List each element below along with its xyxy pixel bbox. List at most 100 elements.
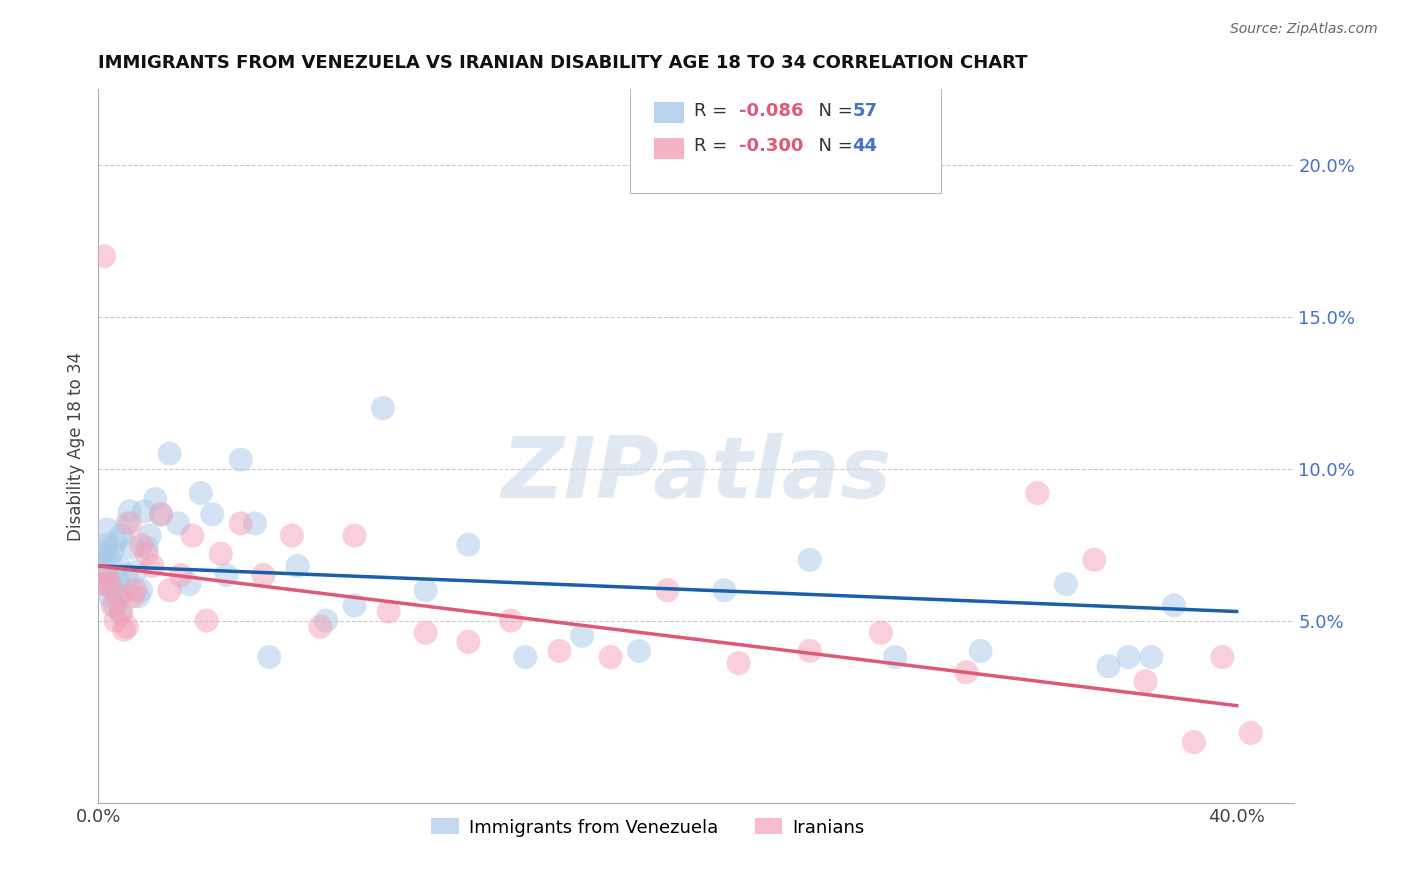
Point xyxy=(1118,650,1140,665)
Point xyxy=(884,650,907,665)
Text: N =: N = xyxy=(807,137,859,155)
Point xyxy=(141,558,163,573)
Point xyxy=(104,599,127,613)
Point xyxy=(96,568,118,582)
Y-axis label: Disability Age 18 to 34: Disability Age 18 to 34 xyxy=(66,351,84,541)
Text: R =: R = xyxy=(693,102,733,120)
Point xyxy=(107,590,129,604)
Point xyxy=(96,577,118,591)
Point xyxy=(110,528,132,542)
Point xyxy=(190,486,212,500)
Point xyxy=(1163,599,1185,613)
Point xyxy=(179,577,201,591)
Point xyxy=(1140,650,1163,665)
Point xyxy=(115,516,138,531)
Point xyxy=(159,583,181,598)
Text: ZIPatlas: ZIPatlas xyxy=(501,433,891,516)
Point xyxy=(457,538,479,552)
Point xyxy=(371,401,394,415)
Point xyxy=(1182,735,1205,749)
Point xyxy=(181,528,204,542)
Point xyxy=(121,590,143,604)
Point xyxy=(98,590,121,604)
Point xyxy=(287,558,309,573)
Point xyxy=(107,558,129,573)
Text: Source: ZipAtlas.com: Source: ZipAtlas.com xyxy=(1230,22,1378,37)
Point xyxy=(115,620,138,634)
Point xyxy=(713,583,735,598)
Point xyxy=(1083,553,1105,567)
Point xyxy=(150,508,173,522)
Point xyxy=(90,558,112,573)
Point xyxy=(415,583,437,598)
Point xyxy=(727,656,749,670)
Point xyxy=(252,568,274,582)
FancyBboxPatch shape xyxy=(654,102,685,123)
Point xyxy=(309,620,332,634)
Point xyxy=(129,583,152,598)
Point xyxy=(93,249,115,263)
Point xyxy=(1211,650,1233,665)
Point xyxy=(257,650,280,665)
Point xyxy=(1026,486,1049,500)
Point xyxy=(243,516,266,531)
Point xyxy=(135,547,157,561)
FancyBboxPatch shape xyxy=(654,137,685,159)
Point xyxy=(150,508,173,522)
Point xyxy=(315,614,337,628)
Point xyxy=(1135,674,1157,689)
Point xyxy=(209,547,232,561)
Point xyxy=(415,625,437,640)
Point xyxy=(90,577,112,591)
Point xyxy=(110,605,132,619)
Point xyxy=(138,528,160,542)
Point xyxy=(112,583,135,598)
Text: N =: N = xyxy=(807,102,859,120)
Point xyxy=(377,605,399,619)
Point xyxy=(499,614,522,628)
Point xyxy=(1054,577,1077,591)
Point xyxy=(799,553,821,567)
Point xyxy=(599,650,621,665)
Point xyxy=(201,508,224,522)
Point xyxy=(101,543,124,558)
Text: 57: 57 xyxy=(852,102,877,120)
Point xyxy=(124,565,146,579)
Point xyxy=(143,492,166,507)
Point xyxy=(121,541,143,555)
Point xyxy=(118,504,141,518)
Point xyxy=(548,644,571,658)
Point xyxy=(167,516,190,531)
Point xyxy=(118,516,141,531)
Point xyxy=(170,568,193,582)
Point xyxy=(135,541,157,555)
Point xyxy=(969,644,991,658)
Point xyxy=(115,568,138,582)
Point xyxy=(96,538,118,552)
Point xyxy=(93,568,115,582)
Point xyxy=(110,607,132,622)
Point xyxy=(93,543,115,558)
Point xyxy=(1240,726,1263,740)
Point xyxy=(343,599,366,613)
Legend: Immigrants from Venezuela, Iranians: Immigrants from Venezuela, Iranians xyxy=(425,811,872,844)
Text: 44: 44 xyxy=(852,137,877,155)
Point xyxy=(104,614,127,628)
Point xyxy=(159,447,181,461)
Point xyxy=(132,504,155,518)
Point xyxy=(96,523,118,537)
Text: -0.300: -0.300 xyxy=(740,137,803,155)
Point xyxy=(215,568,238,582)
FancyBboxPatch shape xyxy=(630,86,941,193)
Point xyxy=(955,665,977,680)
Point xyxy=(129,538,152,552)
Point xyxy=(101,583,124,598)
Point xyxy=(799,644,821,658)
Text: -0.086: -0.086 xyxy=(740,102,803,120)
Point xyxy=(195,614,218,628)
Text: IMMIGRANTS FROM VENEZUELA VS IRANIAN DISABILITY AGE 18 TO 34 CORRELATION CHART: IMMIGRANTS FROM VENEZUELA VS IRANIAN DIS… xyxy=(98,54,1028,72)
Point xyxy=(657,583,679,598)
Point xyxy=(90,547,112,561)
Text: R =: R = xyxy=(693,137,733,155)
Point xyxy=(112,623,135,637)
